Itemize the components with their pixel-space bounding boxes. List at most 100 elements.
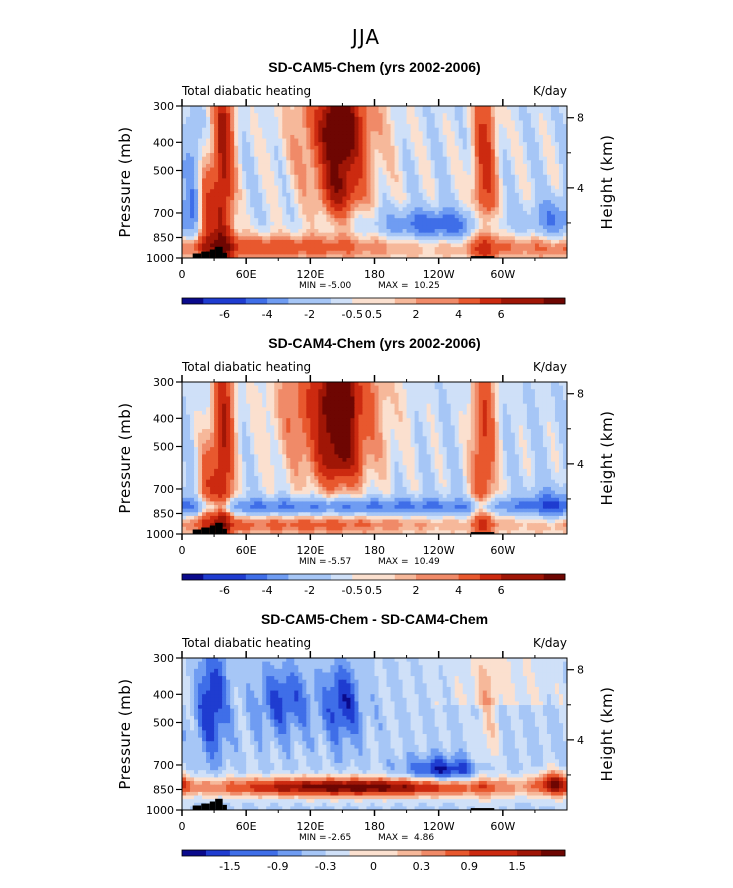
heat-cell — [442, 109, 448, 114]
heat-cell — [202, 174, 207, 179]
heat-cell — [222, 392, 227, 398]
heat-cell — [522, 185, 528, 190]
heat-cell — [318, 120, 323, 125]
heat-cell — [518, 243, 524, 248]
heat-cell — [394, 400, 400, 405]
heat-cell — [310, 145, 315, 151]
heat-cell — [530, 385, 536, 390]
heat-cell — [218, 189, 223, 194]
heat-cell — [374, 389, 380, 394]
heat-cell — [382, 189, 388, 194]
heat-cell — [538, 145, 544, 151]
heat-cell — [386, 232, 392, 237]
terrain-block — [215, 246, 223, 258]
heat-cell — [506, 229, 512, 234]
heat-cell — [186, 200, 191, 205]
heat-cell — [554, 385, 560, 390]
heat-cell — [334, 400, 340, 405]
heat-cell — [246, 214, 251, 219]
heat-cell — [558, 167, 564, 172]
heat-cell — [298, 142, 303, 147]
heat-cell — [358, 174, 364, 179]
heat-cell — [546, 203, 552, 208]
heat-cell — [494, 142, 500, 147]
heat-cell — [250, 178, 255, 183]
heat-cell — [502, 218, 508, 223]
heat-cell — [302, 236, 307, 241]
heat-cell — [306, 192, 311, 198]
heat-cell — [410, 124, 416, 129]
heat-cell — [418, 407, 424, 412]
heat-cell — [254, 163, 259, 169]
heat-cell — [494, 185, 500, 190]
heat-cell — [506, 385, 512, 390]
heat-cell — [478, 127, 484, 132]
heat-cell — [238, 156, 243, 161]
heat-cell — [310, 225, 315, 230]
heat-cell — [346, 120, 352, 125]
heat-cell — [562, 232, 567, 237]
heat-cell — [510, 182, 516, 187]
heat-cell — [534, 232, 540, 237]
heat-cell — [310, 229, 315, 234]
heat-cell — [266, 210, 271, 216]
heat-cell — [242, 400, 247, 405]
heat-cell — [402, 232, 408, 237]
heat-cell — [194, 192, 199, 198]
heat-cell — [374, 109, 380, 114]
heat-cell — [222, 156, 227, 161]
heat-cell — [542, 203, 548, 208]
heat-cell — [450, 116, 456, 122]
heat-cell — [546, 232, 552, 237]
heat-cell — [222, 203, 227, 208]
heat-cell — [246, 178, 251, 183]
heat-cell — [294, 127, 299, 132]
heat-cell — [378, 382, 384, 387]
heat-cell — [338, 396, 344, 401]
heat-cell — [186, 167, 191, 172]
heat-cell — [258, 192, 263, 198]
heat-cell — [458, 138, 464, 143]
heat-cell — [290, 250, 295, 255]
heat-cell — [334, 142, 340, 147]
heat-cell — [518, 214, 524, 219]
heat-cell — [186, 385, 191, 390]
heat-cell — [362, 163, 368, 169]
heat-cell — [534, 218, 540, 223]
heat-cell — [186, 389, 191, 394]
heat-cell — [450, 149, 456, 154]
heat-cell — [330, 210, 335, 216]
heat-cell — [550, 182, 556, 187]
heat-cell — [458, 236, 464, 241]
heat-cell — [562, 163, 567, 169]
heat-cell — [334, 218, 340, 223]
heat-cell — [410, 185, 416, 190]
heat-cell — [322, 138, 327, 143]
heat-cell — [398, 185, 404, 190]
heat-cell — [262, 203, 267, 208]
heat-cell — [502, 232, 508, 237]
heat-cell — [298, 239, 303, 245]
heat-cell — [262, 113, 267, 118]
heat-cell — [214, 200, 219, 205]
heat-cell — [422, 385, 428, 390]
heat-cell — [562, 236, 567, 241]
heat-cell — [446, 174, 452, 179]
heat-cell — [246, 410, 251, 416]
heat-cell — [490, 247, 496, 252]
heat-cell — [550, 382, 556, 387]
heat-cell — [230, 174, 235, 179]
heat-cell — [286, 214, 291, 219]
heat-cell — [502, 207, 508, 212]
heat-cell — [190, 225, 195, 230]
heat-cell — [286, 174, 291, 179]
heat-cell — [454, 138, 460, 143]
heat-cell — [198, 203, 203, 208]
heat-cell — [374, 120, 380, 125]
heat-cell — [494, 160, 500, 165]
heat-cell — [462, 392, 468, 398]
heat-cell — [322, 160, 327, 165]
heat-cell — [198, 120, 203, 125]
heat-cell — [462, 229, 468, 234]
heat-cell — [318, 392, 323, 398]
